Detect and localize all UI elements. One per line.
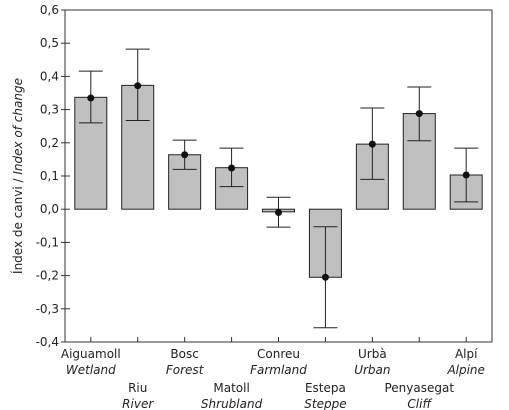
x-label-ca: Conreu — [257, 347, 300, 361]
x-label-ca: Penyasegat — [384, 381, 454, 395]
y-tick-label: 0,5 — [40, 36, 59, 50]
point-forest — [181, 151, 189, 159]
point-river — [134, 82, 142, 90]
y-axis-title-en: Index of change — [11, 78, 25, 175]
x-label-en: Wetland — [66, 363, 116, 377]
y-tick-label: 0,3 — [40, 103, 59, 117]
x-label-en: Shrubland — [201, 397, 263, 410]
point-urban — [368, 140, 376, 148]
x-label-ca: Bosc — [170, 347, 198, 361]
x-label-en: Steppe — [304, 397, 346, 410]
point-cliff — [415, 110, 423, 118]
point-alpine — [462, 171, 470, 179]
y-tick-label: 0,0 — [40, 202, 59, 216]
point-farmland — [275, 209, 282, 217]
x-label-en: Alpine — [446, 363, 484, 377]
x-label-ca: Estepa — [305, 381, 346, 395]
x-label-ca: Riu — [128, 381, 147, 395]
y-tick-label: -0,2 — [36, 269, 59, 283]
x-label-ca: Aiguamoll — [61, 347, 121, 361]
y-tick-label: -0,1 — [36, 235, 59, 249]
y-axis-title-ca: Índex de canvi / — [10, 175, 25, 274]
x-label-ca: Urbà — [358, 347, 387, 361]
point-wetland — [87, 94, 95, 102]
x-label-en: Forest — [166, 363, 205, 377]
y-tick-label: 0,6 — [40, 3, 59, 17]
y-tick-label: 0,1 — [40, 169, 59, 183]
y-tick-label: -0,4 — [36, 335, 59, 349]
y-tick-label: 0,2 — [40, 136, 59, 150]
y-tick-label: 0,4 — [40, 69, 59, 83]
x-label-en: Cliff — [407, 397, 432, 410]
y-axis: -0,4 -0,3 -0,2 -0,1 0,0 0,1 0,2 0,3 0,4 0,5 0,6 — [36, 3, 70, 349]
x-label-ca: Matoll — [213, 381, 249, 395]
x-axis-labels: Aiguamoll Wetland Riu River Bosc Forest Matoll… — [61, 337, 485, 410]
x-label-en: River — [122, 397, 154, 410]
point-shrubland — [228, 164, 236, 172]
point-steppe — [321, 273, 329, 281]
x-label-en: Urban — [354, 363, 390, 377]
y-tick-label: -0,3 — [36, 302, 59, 316]
x-label-en: Farmland — [250, 363, 307, 377]
bars-group — [74, 84, 483, 278]
x-label-ca: Alpí — [455, 347, 478, 361]
points-group — [87, 82, 470, 281]
y-axis-title: Índex de canvi / Index of change — [10, 78, 25, 274]
